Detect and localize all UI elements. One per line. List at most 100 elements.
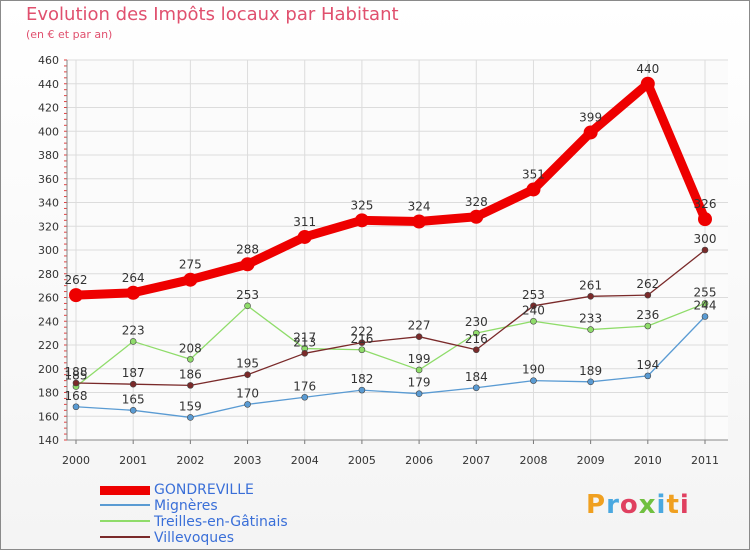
data-label: 216 bbox=[465, 332, 488, 346]
y-tick-label: 380 bbox=[38, 149, 59, 162]
data-point bbox=[126, 285, 141, 300]
data-label: 168 bbox=[65, 389, 88, 403]
x-tick-label: 2001 bbox=[119, 454, 147, 467]
y-tick-label: 220 bbox=[38, 339, 59, 352]
data-point bbox=[69, 288, 83, 303]
logo-letter: i bbox=[656, 490, 667, 520]
legend-swatch bbox=[100, 504, 150, 506]
data-point bbox=[244, 302, 251, 310]
legend-label: Villevoques bbox=[154, 530, 235, 546]
data-point bbox=[701, 313, 709, 320]
data-point bbox=[472, 346, 480, 354]
data-point bbox=[244, 371, 251, 378]
data-label: 230 bbox=[465, 315, 488, 329]
data-label: 300 bbox=[694, 232, 717, 246]
chart-subtitle: (en € et par an) bbox=[26, 28, 113, 41]
data-point bbox=[469, 209, 484, 224]
x-tick-label: 2000 bbox=[62, 454, 90, 467]
data-label: 328 bbox=[465, 195, 488, 209]
data-label: 351 bbox=[522, 167, 545, 181]
legend-swatch bbox=[100, 486, 150, 495]
data-label: 326 bbox=[694, 197, 717, 211]
series-line-3 bbox=[75, 249, 706, 387]
data-label: 311 bbox=[293, 215, 316, 229]
data-point bbox=[644, 372, 652, 380]
legend-swatch bbox=[100, 536, 150, 538]
data-label: 213 bbox=[293, 335, 316, 349]
chart-title: Evolution des Impôts locaux par Habitant bbox=[26, 4, 399, 25]
data-label: 185 bbox=[65, 369, 88, 383]
data-label: 208 bbox=[179, 341, 202, 355]
data-label: 261 bbox=[579, 278, 602, 292]
series-line-1 bbox=[75, 315, 706, 419]
data-label: 165 bbox=[122, 392, 145, 406]
logo-letter: o bbox=[619, 490, 639, 520]
series-line-0 bbox=[71, 79, 710, 300]
proxiti-logo: Proxiti bbox=[586, 490, 690, 520]
series-line-2 bbox=[75, 302, 706, 388]
data-point bbox=[354, 213, 369, 228]
data-point bbox=[583, 125, 598, 140]
y-tick-label: 320 bbox=[38, 220, 59, 233]
data-label: 179 bbox=[408, 376, 431, 390]
x-tick-label: 2002 bbox=[176, 454, 204, 467]
y-tick-label: 360 bbox=[38, 173, 59, 186]
data-point bbox=[644, 291, 652, 299]
data-point bbox=[129, 407, 137, 414]
data-point bbox=[412, 214, 427, 229]
data-label: 182 bbox=[350, 372, 373, 386]
data-label: 223 bbox=[122, 323, 145, 337]
data-point bbox=[187, 414, 194, 421]
data-point bbox=[701, 300, 709, 307]
y-tick-label: 340 bbox=[38, 197, 59, 210]
data-point bbox=[240, 257, 255, 272]
data-label: 170 bbox=[236, 386, 259, 400]
logo-letter: P bbox=[586, 490, 607, 520]
data-point bbox=[415, 366, 423, 374]
data-label: 189 bbox=[579, 364, 602, 378]
x-tick-label: 2008 bbox=[519, 454, 547, 467]
data-label: 253 bbox=[522, 288, 545, 302]
y-tick-label: 280 bbox=[38, 268, 59, 281]
y-tick-label: 140 bbox=[38, 434, 59, 447]
data-point bbox=[301, 350, 309, 357]
data-point bbox=[244, 401, 251, 408]
data-point bbox=[183, 272, 198, 287]
y-tick-label: 260 bbox=[38, 292, 59, 305]
data-label: 195 bbox=[236, 357, 259, 371]
y-tick-label: 420 bbox=[38, 102, 59, 115]
data-label: 399 bbox=[579, 110, 602, 124]
y-tick-label: 460 bbox=[38, 54, 59, 67]
data-label: 188 bbox=[65, 365, 88, 379]
data-label: 233 bbox=[579, 312, 602, 326]
x-tick-label: 2009 bbox=[577, 454, 605, 467]
data-label: 244 bbox=[694, 299, 717, 313]
data-point bbox=[358, 346, 366, 354]
data-label: 440 bbox=[636, 62, 659, 76]
legend-label: Treilles-en-Gâtinais bbox=[154, 514, 288, 530]
data-label: 186 bbox=[179, 367, 202, 381]
data-point bbox=[701, 246, 709, 254]
data-point bbox=[472, 329, 480, 337]
data-label: 176 bbox=[293, 379, 316, 393]
x-tick-label: 2007 bbox=[462, 454, 490, 467]
y-tick-label: 400 bbox=[38, 125, 59, 138]
logo-letter: t bbox=[666, 490, 680, 520]
data-point bbox=[640, 76, 655, 91]
data-label: 159 bbox=[179, 399, 202, 413]
data-label: 236 bbox=[636, 308, 659, 322]
data-point bbox=[129, 380, 137, 388]
data-point bbox=[526, 182, 541, 197]
y-tick-label: 160 bbox=[38, 410, 59, 423]
data-point bbox=[698, 212, 712, 227]
data-label: 217 bbox=[293, 331, 316, 345]
x-tick-label: 2003 bbox=[234, 454, 262, 467]
data-point bbox=[587, 378, 594, 386]
data-point bbox=[472, 384, 480, 392]
data-label: 227 bbox=[408, 319, 431, 333]
data-label: 240 bbox=[522, 303, 545, 317]
x-tick-label: 2005 bbox=[348, 454, 376, 467]
logo-letter: x bbox=[638, 490, 657, 520]
data-label: 253 bbox=[236, 288, 259, 302]
legend-swatch bbox=[100, 520, 150, 522]
